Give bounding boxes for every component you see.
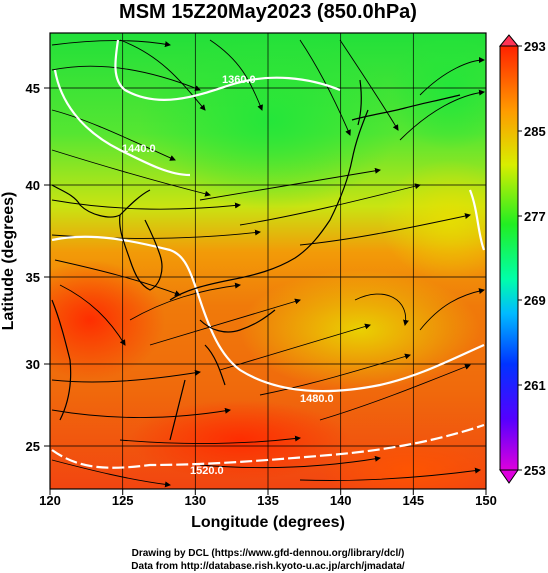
x-tick-label: 125: [112, 493, 134, 508]
colorbar-tick-label: 253: [524, 463, 546, 478]
warm-anomaly-east: [240, 270, 480, 390]
colorbar-tick-label: 285: [524, 124, 546, 139]
colorbar: 293 285 277 269 261 253: [498, 34, 546, 484]
colorbar-tick-label: 293: [524, 39, 546, 54]
grid-lines: [50, 33, 486, 489]
y-tick-label: 35: [26, 270, 40, 285]
colorbar-tick-label: 261: [524, 378, 546, 393]
colorbar-bottom-arrow: [499, 469, 519, 484]
cool-region-ne: [390, 33, 486, 150]
colorbar-top-arrow: [498, 34, 520, 47]
credit-data: Data from http://database.rish.kyoto-u.a…: [131, 561, 405, 572]
x-tick-label: 140: [330, 493, 352, 508]
x-axis: 120 125 130 135 140 145 150 Longitude (d…: [39, 489, 497, 531]
x-tick-label: 135: [257, 493, 279, 508]
y-axis-label: Latitude (degrees): [0, 192, 17, 331]
hot-region-south: [130, 400, 350, 480]
y-tick-label: 45: [26, 81, 40, 96]
hot-region-west: [50, 260, 165, 380]
colorbar-tick-label: 277: [524, 209, 546, 224]
cool-region-north: [140, 33, 400, 210]
y-tick-label: 40: [26, 178, 40, 193]
hot-region-se: [320, 435, 486, 489]
x-tick-label: 145: [402, 493, 424, 508]
height-contours: [51, 39, 486, 469]
plot-area: 1360.0 1440.0 1480.0 1520.0: [50, 33, 486, 489]
x-axis-label: Longitude (degrees): [191, 514, 345, 531]
coastlines: [51, 79, 461, 441]
warm-anomaly-ne: [380, 160, 486, 280]
colorbar-gradient: [499, 45, 519, 471]
map-title: MSM 15Z20May2023 (850.0hPa): [119, 1, 417, 23]
y-tick-label: 25: [26, 439, 40, 454]
colorbar-tick-label: 269: [524, 293, 546, 308]
contour-label-1480: 1480.0: [300, 393, 334, 405]
y-tick-label: 30: [26, 357, 40, 372]
contour-label-1440: 1440.0: [122, 143, 156, 155]
x-tick-label: 120: [39, 493, 61, 508]
x-tick-label: 130: [184, 493, 206, 508]
x-tick-label: 150: [475, 493, 497, 508]
wind-streamlines: [51, 39, 485, 488]
y-axis: 45 40 35 30 25 Latitude (degrees): [0, 81, 50, 454]
contour-label-1520: 1520.0: [190, 465, 224, 477]
contour-label-1360: 1360.0: [222, 74, 256, 86]
credit-drawing: Drawing by DCL (https://www.gfd-dennou.o…: [132, 548, 405, 559]
